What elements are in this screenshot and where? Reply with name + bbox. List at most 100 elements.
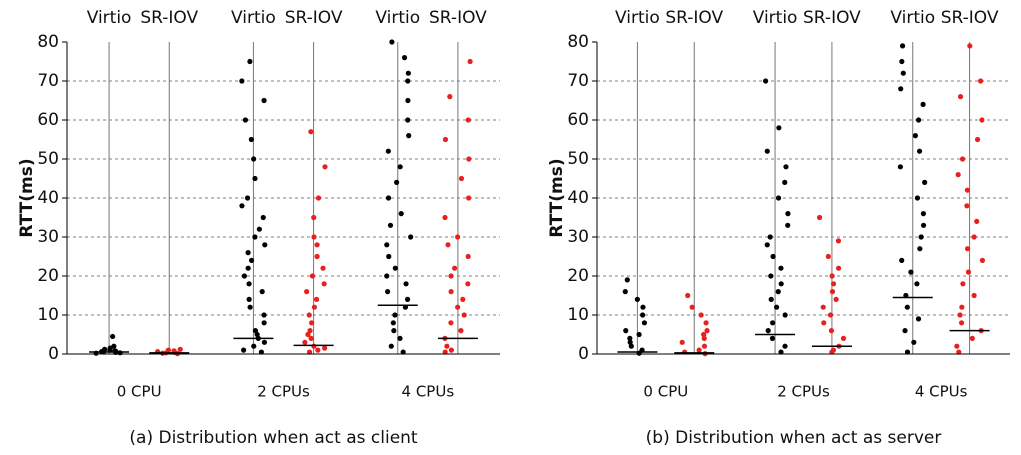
point [113,348,119,354]
point [701,343,708,349]
point [782,179,788,185]
point [239,203,245,209]
point [314,242,320,248]
point [623,328,629,334]
point [322,164,328,170]
point [465,117,471,123]
point [392,265,398,271]
point [900,70,906,76]
series-label: Virtio [753,8,798,28]
point [701,331,707,338]
point [820,304,826,310]
point [959,156,966,162]
point [971,292,977,299]
point [397,335,403,341]
point [448,289,454,295]
point [384,273,390,279]
point [405,97,411,104]
point [920,211,927,217]
point [245,250,251,256]
y-tick-label: 60 [567,110,589,130]
point [467,58,473,65]
y-tick-label: 40 [567,188,589,208]
point [622,289,628,295]
point [251,343,257,349]
point [261,97,267,104]
point [311,343,317,349]
point [322,345,328,351]
point [628,343,634,349]
point [385,289,391,295]
point [307,328,313,334]
point [978,78,984,84]
point [262,242,268,248]
point [397,164,403,170]
point [785,211,791,217]
point [958,320,965,326]
point [898,86,904,92]
point [768,273,774,279]
point [314,253,320,260]
series-label: Virtio [375,8,420,28]
y-tick-label: 20 [37,266,59,286]
point [246,296,252,302]
point [384,242,390,248]
point [306,349,313,355]
point [778,281,784,287]
point [444,343,450,349]
point [259,289,265,295]
x-tick-label: 4 CPUs [915,383,968,401]
point [840,335,847,341]
point [964,246,971,252]
point [917,246,923,252]
point [405,117,411,123]
point [252,234,258,240]
point [624,277,630,283]
point [387,222,394,228]
point [313,296,320,302]
y-tick-label: 0 [48,344,59,364]
point [918,234,924,240]
y-tick-label: 20 [567,266,589,286]
point [260,214,266,221]
point [920,101,926,107]
point [821,320,827,326]
point [908,269,914,275]
point [445,242,451,248]
point [914,281,920,287]
series-label: SR-IOV [140,8,198,28]
point [245,265,251,271]
point [969,335,975,341]
point [954,343,960,349]
point [698,312,704,318]
series-label: SR-IOV [285,8,343,28]
point [640,312,646,318]
point [965,269,972,275]
point [455,234,461,240]
y-tick-label: 10 [567,305,589,325]
point [308,129,314,135]
point [828,328,835,334]
y-tick-label: 0 [578,344,589,364]
point [634,296,640,302]
point [391,328,397,334]
point [915,117,922,123]
point [785,222,791,228]
point [394,179,400,185]
point [899,257,905,263]
point [442,214,448,221]
point [627,335,633,341]
point [311,234,317,240]
y-tick-label: 30 [567,227,589,247]
point [816,214,823,221]
point [321,281,327,287]
point [466,195,472,201]
point [385,148,391,154]
point [835,238,842,244]
point [242,117,249,123]
y-tick-label: 50 [567,149,589,169]
point [389,39,395,45]
point [304,289,310,295]
point [309,320,315,326]
